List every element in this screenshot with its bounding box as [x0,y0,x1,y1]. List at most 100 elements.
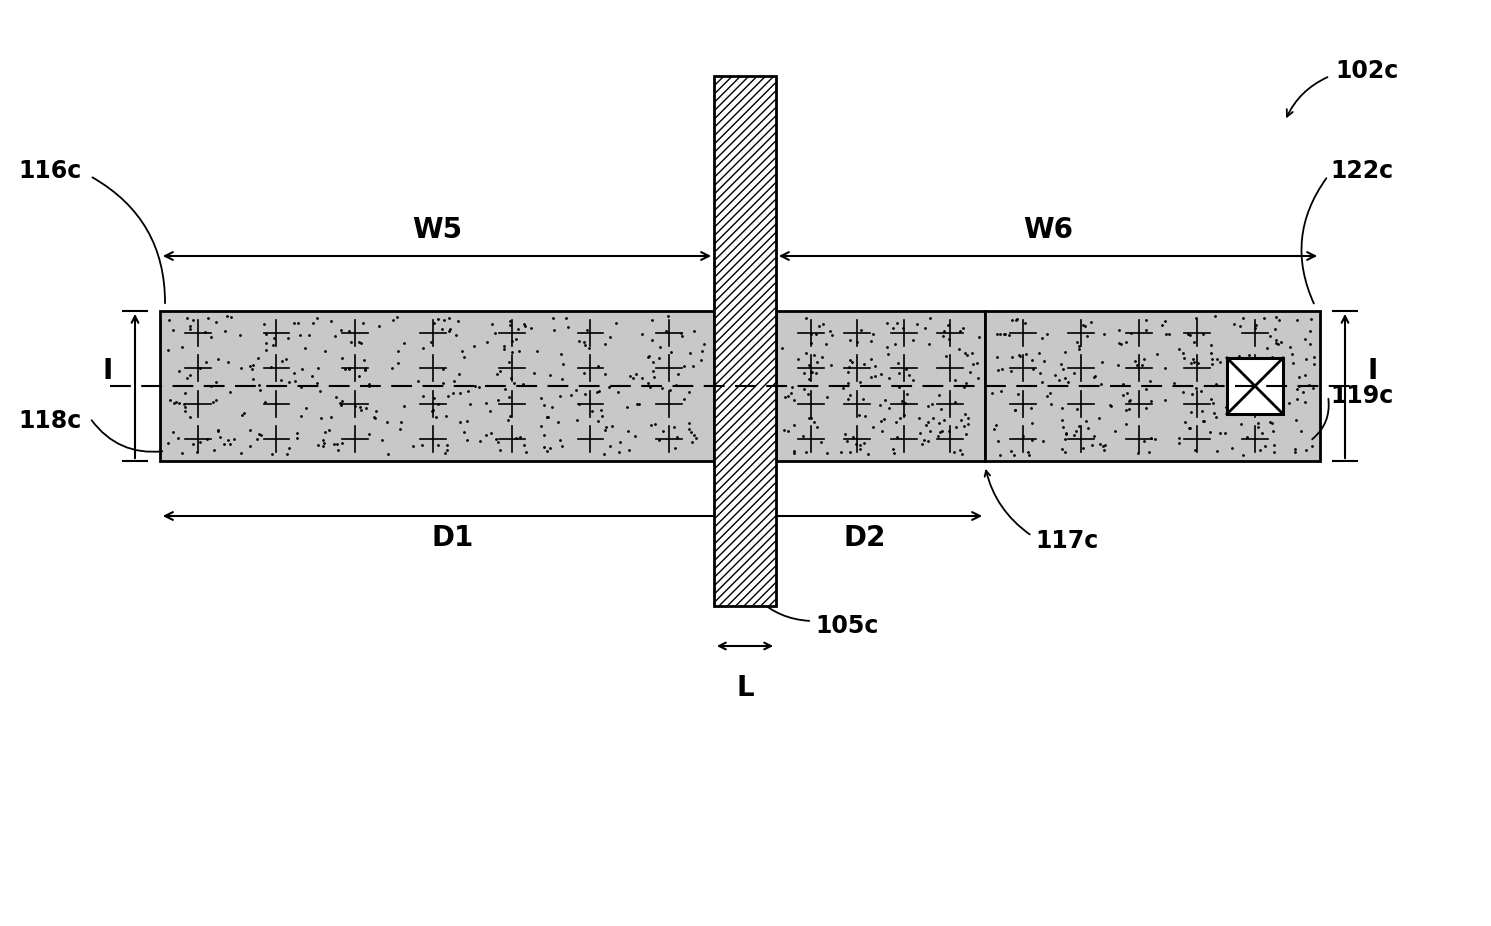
Point [805,355,829,369]
Point [458,396,482,411]
Point [954,376,978,391]
Point [426,397,450,412]
Point [1097,397,1121,412]
Point [479,404,502,419]
Point [480,317,504,332]
Point [592,447,616,462]
Point [185,444,209,459]
Point [954,427,978,442]
Point [511,317,535,332]
Point [441,385,465,400]
Point [157,313,180,328]
Point [1124,357,1148,372]
Point [887,365,911,380]
Point [659,344,683,359]
Point [435,443,459,457]
Point [796,387,820,402]
Point [1039,396,1063,411]
Point [910,437,933,452]
Point [1246,419,1270,434]
Point [1287,379,1311,394]
Point [1252,438,1276,453]
Point [942,444,966,459]
Point [965,356,989,370]
Point [492,342,516,357]
Point [525,344,549,358]
Point [1300,439,1324,454]
Point [306,360,330,375]
Point [468,433,492,448]
Point [895,386,918,401]
Point [353,361,377,376]
Point [206,352,230,367]
Point [1029,366,1053,381]
Point [550,438,574,453]
Point [1090,376,1114,391]
Point [655,323,678,338]
Point [389,415,413,430]
Point [568,333,592,348]
Point [535,409,559,424]
Point [999,364,1023,379]
Point [950,447,974,462]
Point [268,372,292,387]
Point [1157,327,1181,342]
Point [1053,344,1077,359]
Point [884,414,908,429]
Point [1199,425,1223,440]
Point [884,316,908,331]
Point [188,360,212,375]
Point [488,363,511,378]
Point [662,441,686,456]
Point [449,386,473,401]
Text: 102c: 102c [1334,59,1399,83]
Point [222,432,246,446]
Point [474,428,498,443]
Point [1145,347,1169,362]
Point [956,348,980,363]
Point [432,445,456,460]
Point [549,388,573,403]
Point [304,310,328,325]
Point [188,434,212,449]
Point [337,362,361,377]
Point [218,437,242,452]
Point [1264,336,1288,351]
Point [574,322,598,337]
Point [1205,410,1229,425]
Point [1093,437,1117,452]
Point [1220,441,1243,456]
Point [432,313,456,328]
Point [647,433,671,448]
Point [877,401,901,416]
Point [1179,356,1203,370]
Point [1288,423,1312,438]
Point [1285,382,1309,396]
Point [206,422,230,437]
Point [309,383,332,398]
Point [932,323,956,338]
Point [532,427,556,442]
Point [423,410,447,425]
Point [1003,403,1027,418]
Point [1066,335,1090,350]
Point [1075,414,1099,429]
Point [617,443,641,457]
Point [492,338,516,353]
Point [1135,382,1159,396]
Point [239,439,262,454]
Point [173,386,197,401]
Point [948,323,972,338]
Point [1050,442,1074,457]
Point [1053,370,1077,385]
Point [1139,431,1163,445]
Point [294,401,318,416]
Point [1053,444,1077,459]
Point [1020,353,1044,368]
Point [665,429,689,444]
Point [993,327,1017,342]
Point [915,414,939,429]
Point [213,324,237,339]
Point [289,408,313,423]
Point [514,444,538,459]
